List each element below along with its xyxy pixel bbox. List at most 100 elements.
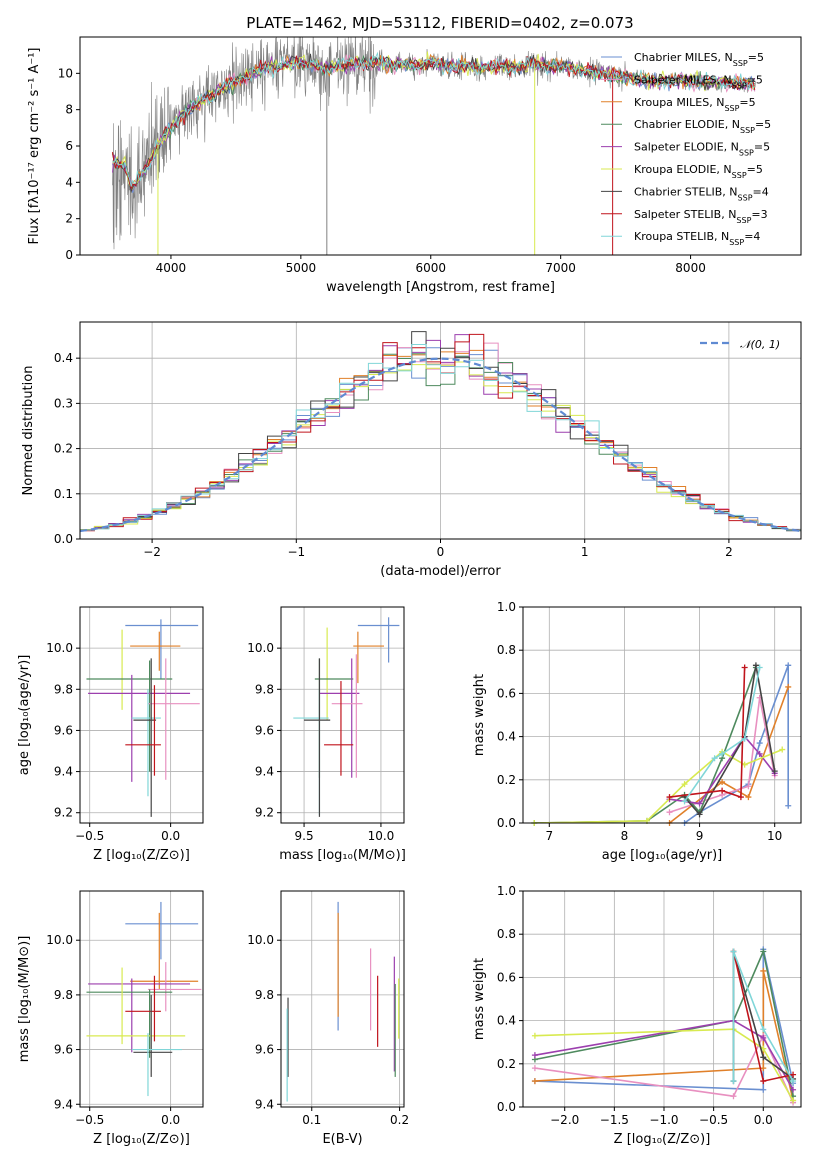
x-tick-label: 2	[725, 545, 733, 559]
weight-marker	[771, 768, 778, 775]
x-tick-label: −1	[287, 545, 305, 559]
x-tick-label: −1.5	[600, 1113, 629, 1127]
weight-line	[534, 1033, 794, 1104]
y-tick-label: 9.4	[54, 1097, 73, 1111]
error-bar-point	[133, 994, 173, 1077]
x-axis-label: (data-model)/error	[380, 564, 501, 579]
error-bar-point	[125, 901, 199, 960]
weight-marker	[756, 664, 763, 671]
legend-entry-tail: =5	[748, 51, 764, 64]
y-tick-label: 10.0	[247, 641, 274, 655]
weight-marker	[790, 1097, 797, 1104]
error-bar-point	[88, 978, 191, 1053]
y-tick-label: 10.0	[46, 641, 73, 655]
weight-marker	[696, 800, 703, 807]
x-tick-label: 7000	[545, 261, 576, 275]
weight-marker	[760, 1065, 767, 1072]
legend-entry: Chabrier ELODIE, NSSP=5	[634, 118, 771, 135]
weight-marker	[756, 740, 763, 747]
subscript: SSP	[729, 238, 744, 247]
subscript: SSP	[724, 103, 739, 112]
weight-marker	[790, 1078, 797, 1085]
y-tick-label: 9.8	[255, 988, 274, 1002]
y-tick-label: 9.6	[255, 1043, 274, 1057]
legend-entry: Salpeter ELODIE, NSSP=5	[634, 141, 770, 158]
axes-age-vs-z: −0.5 0.0 9.2 9.4 9.6 9.8 10.0 Z [log₁₀(Z/Z⊙)] ag…	[17, 606, 204, 863]
y-tick-label: 9.4	[255, 1097, 274, 1111]
weight-marker	[745, 783, 752, 790]
legend-entry-tail: =5	[739, 96, 755, 109]
legend: Chabrier MILES, NSSP=5 Salpeter MILES, NS…	[601, 51, 771, 247]
weight-marker	[730, 1078, 737, 1085]
axes-mass-vs-ebv: 0.1 0.2 9.4 9.6 9.8 10.0 E(B-V)	[247, 890, 409, 1147]
weight-line	[732, 951, 794, 1082]
y-tick-label: 1.0	[497, 600, 516, 614]
axes-mass-vs-z: −0.5 0.0 9.4 9.6 9.8 10.0 Z [log₁₀(Z/Z⊙)] mass …	[17, 890, 204, 1147]
x-tick-label: 10.0	[368, 829, 395, 843]
legend-entry: Chabrier STELIB, NSSP=4	[634, 185, 769, 202]
weight-marker	[741, 761, 748, 768]
x-tick-label: 0.0	[754, 1113, 773, 1127]
axes-spectrum: 4000 5000 6000 7000 8000 0 2 4 6 8 10 wavelength [A…	[27, 36, 802, 295]
weight-marker	[785, 683, 792, 690]
weight-line	[534, 970, 794, 1101]
y-tick-label: 9.4	[54, 765, 73, 779]
weight-marker	[531, 1065, 538, 1072]
error-bar-point	[293, 689, 329, 815]
y-tick-label: 0.2	[497, 1057, 516, 1071]
x-axis-label: wavelength [Angstrom, rest frame]	[326, 280, 555, 295]
x-axis-label: Z [log₁₀(Z/Z⊙)]	[93, 848, 190, 863]
weight-marker	[737, 794, 744, 801]
y-tick-label: 10	[58, 66, 73, 80]
error-bar-point	[357, 617, 400, 663]
axes-weight-vs-age: 7 8 9 10 0.0 0.2 0.4 0.6 0.8 1.0 age [log₁₀(age/yr…	[472, 600, 802, 863]
x-axis-label: Z [log₁₀(Z/Z⊙)]	[614, 1132, 711, 1147]
x-tick-label: −1.0	[649, 1113, 678, 1127]
y-tick-label: 9.4	[255, 765, 274, 779]
plot-frame	[522, 890, 802, 1108]
weight-line	[669, 667, 746, 799]
weight-marker	[790, 1086, 797, 1093]
x-axis-label: age [log₁₀(age/yr)]	[602, 848, 723, 863]
x-tick-label: −0.5	[75, 1113, 104, 1127]
x-tick-label: 8000	[675, 261, 706, 275]
legend-entry-tail: =5	[747, 73, 763, 86]
weight-marker	[730, 948, 737, 955]
weight-marker	[531, 1078, 538, 1085]
y-axis-label: age [log₁₀(age/yr)]	[17, 655, 32, 776]
legend-entry: 𝒩(0, 1)	[740, 338, 780, 351]
plot-frame	[79, 36, 802, 256]
error-bar-point	[130, 912, 199, 990]
y-tick-label: 9.8	[54, 682, 73, 696]
weight-line	[534, 748, 783, 823]
weight-marker	[719, 778, 726, 785]
weight-marker	[779, 746, 786, 753]
legend-entry: Salpeter MILES, NSSP=5	[634, 73, 763, 90]
weight-marker	[711, 755, 718, 762]
legend-entry: Chabrier MILES, NSSP=5	[634, 51, 764, 68]
x-tick-label: 8	[621, 829, 629, 843]
x-axis-label: Z [log₁₀(Z/Z⊙)]	[93, 1132, 190, 1147]
legend-entry-tail: =5	[755, 118, 771, 131]
weight-marker	[760, 1034, 767, 1041]
weight-marker	[760, 1086, 767, 1093]
y-tick-label: 9.6	[54, 1043, 73, 1057]
weight-marker	[785, 802, 792, 809]
weight-marker	[719, 750, 726, 757]
error-bar-point	[331, 654, 363, 778]
weight-marker	[666, 794, 673, 801]
y-tick-label: 0.8	[497, 927, 516, 941]
weight-line	[534, 1019, 794, 1091]
y-axis-label: mass weight	[472, 674, 487, 756]
weight-line	[534, 1028, 794, 1101]
y-tick-label: 0.4	[54, 351, 73, 365]
y-tick-label: 0.0	[497, 1100, 516, 1114]
error-bar-point	[353, 631, 385, 684]
y-tick-label: 10.0	[247, 933, 274, 947]
error-bar-point	[130, 631, 181, 671]
weight-marker	[741, 735, 748, 742]
error-bar-point	[319, 658, 360, 778]
error-bar-point	[131, 1033, 182, 1097]
x-tick-label: 0.0	[161, 829, 180, 843]
